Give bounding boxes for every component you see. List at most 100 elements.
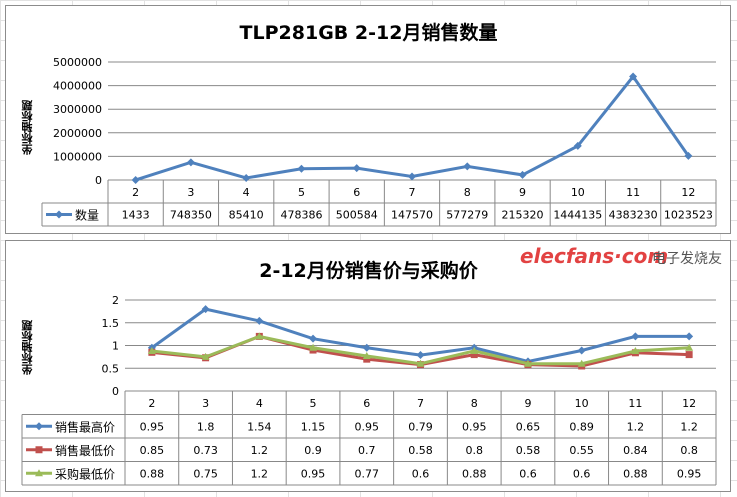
data-point [631,346,640,354]
data-cell: 0.95 [355,420,380,433]
data-cell: 0.95 [301,467,326,480]
data-point [523,359,532,367]
data-point [131,175,140,184]
chart2-area [5,240,731,492]
x-tick-label: 2 [132,186,139,199]
data-cell: 0.95 [140,420,165,433]
data-cell: 0.95 [677,467,702,480]
data-point [629,72,638,81]
data-point [201,305,210,314]
data-point [363,355,371,363]
data-cell: 0.85 [140,444,165,457]
data-cell: 4383230 [609,209,658,222]
x-tick-label: 11 [626,186,640,199]
legend-marker [35,446,43,454]
x-tick-label: 2 [148,397,155,410]
legend-label: 销售最低价 [55,443,115,458]
series-line-数量 [135,74,690,182]
data-point [309,334,318,343]
x-tick-label: 7 [417,397,424,410]
x-tick-label: 9 [519,186,526,199]
data-cell: 1.15 [301,420,326,433]
data-point [362,351,371,359]
data-point [470,351,478,359]
data-point [352,164,361,173]
x-tick-label: 6 [353,186,360,199]
legend-label: 数量 [75,208,99,223]
x-tick-label: 9 [524,397,531,410]
data-cell: 0.6 [573,467,591,480]
data-point [255,316,264,325]
data-cell: 1.54 [247,420,272,433]
data-cell: 0.88 [462,467,487,480]
data-cell: 1.2 [680,420,698,433]
data-cell: 0.88 [140,467,165,480]
data-point [463,162,472,171]
data-cell: 748350 [170,209,212,222]
y-tick-label: 1000000 [53,150,102,163]
legend-label: 销售最高价 [55,419,115,434]
x-tick-label: 6 [363,397,370,410]
y-tick-label: 0 [112,385,119,398]
data-point [416,359,425,367]
chart1-title: TLP281GB 2-12月销售数量 [239,22,498,44]
data-cell: 85410 [229,209,264,222]
data-point [518,170,527,179]
data-cell: 1.2 [627,420,645,433]
data-cell: 1.2 [251,467,269,480]
data-cell: 500584 [336,209,378,222]
data-cell: 0.95 [462,420,487,433]
data-point [577,359,586,367]
data-cell: 0.58 [516,444,541,457]
x-tick-label: 12 [682,397,696,410]
x-tick-label: 8 [464,186,471,199]
y-tick-label: 3000000 [53,103,102,116]
data-cell: 0.6 [412,467,430,480]
data-point [684,151,693,160]
y-tick-label: 5000000 [53,56,102,69]
data-point [470,346,479,354]
y-tick-label: 1 [112,340,119,353]
data-point [573,141,582,150]
data-cell: 1433 [122,209,150,222]
data-cell: 0.75 [193,467,218,480]
data-point [309,343,318,351]
x-tick-label: 11 [628,397,642,410]
x-tick-label: 3 [202,397,209,410]
x-tick-label: 4 [256,397,263,410]
data-point [147,346,156,354]
data-cell: 0.55 [569,444,594,457]
y-tick-label: 4000000 [53,80,102,93]
data-point [416,351,425,360]
data-point [685,332,694,341]
watermark-text: 电子发烧友 [652,251,722,267]
chart1-area [5,5,731,234]
chart2-title: 2-12月份销售价与采购价 [259,260,478,282]
y-tick-label: 0 [95,174,102,187]
data-cell: 1023523 [664,209,713,222]
data-cell: 0.88 [623,467,648,480]
data-point [685,343,694,351]
data-point [685,351,693,359]
x-tick-label: 10 [571,186,585,199]
x-tick-label: 7 [409,186,416,199]
data-cell: 0.84 [623,444,648,457]
data-cell: 147570 [391,209,433,222]
data-point [255,332,264,340]
legend-label: 采购最低价 [55,466,115,481]
data-cell: 1444135 [553,209,602,222]
data-cell: 1.2 [251,444,269,457]
data-cell: 0.6 [519,467,537,480]
data-cell: 0.79 [408,420,433,433]
data-cell: 0.8 [680,444,698,457]
y-tick-label: 2000000 [53,127,102,140]
data-point [201,352,210,360]
watermark-logo: elecfans·com [520,244,669,268]
data-point [631,332,640,341]
data-point [242,173,251,182]
data-cell: 0.77 [355,467,380,480]
data-cell: 0.9 [304,444,322,457]
data-point [362,343,371,352]
data-point [408,172,416,181]
x-tick-label: 5 [298,186,305,199]
